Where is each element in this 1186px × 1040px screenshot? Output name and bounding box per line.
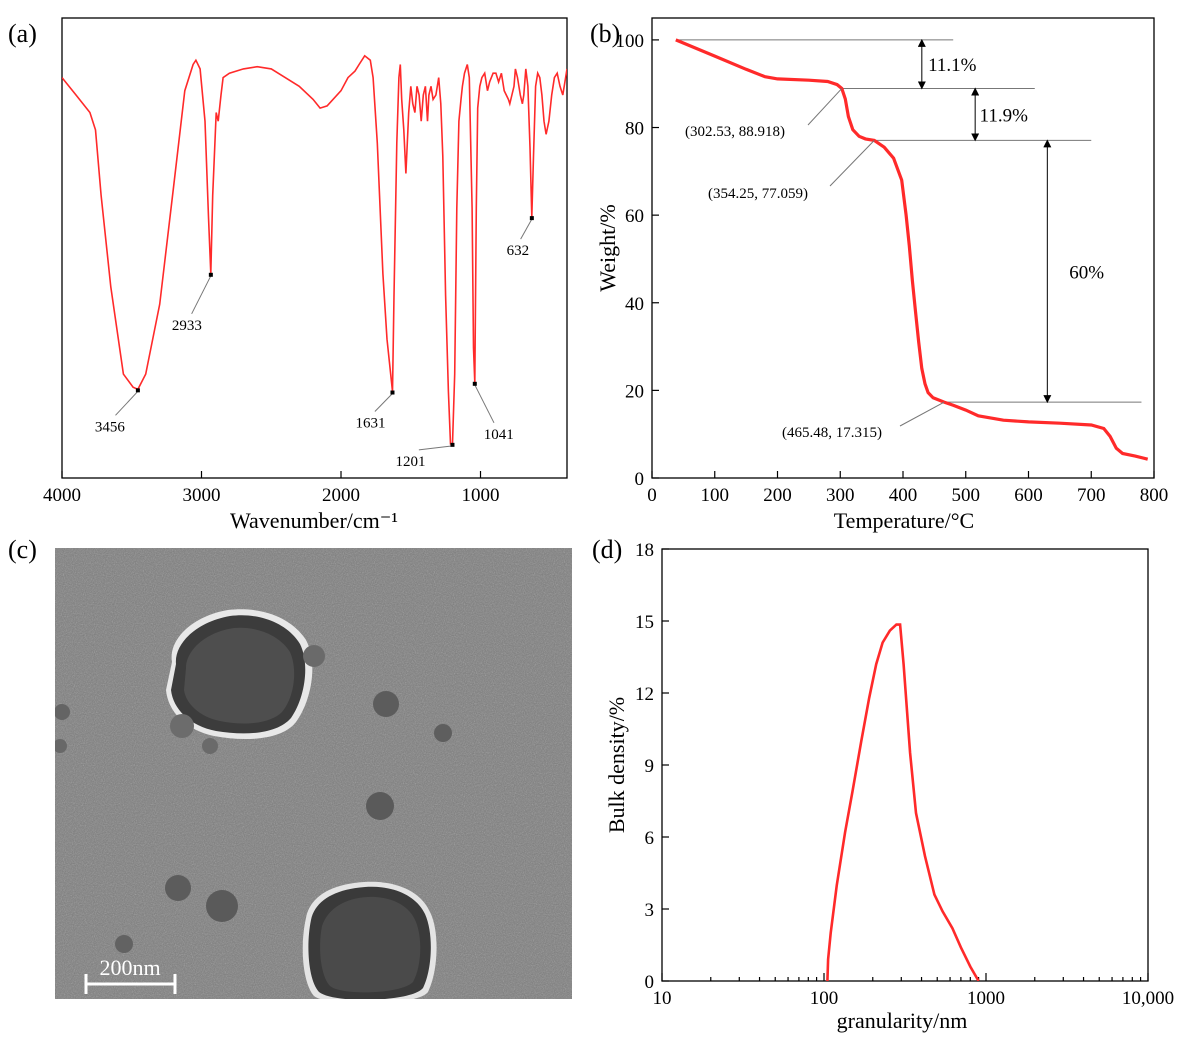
panel-d-y-tick-label: 6 bbox=[645, 828, 655, 849]
tem-small-particle bbox=[115, 935, 133, 953]
tga-weight-curve bbox=[675, 38, 1149, 461]
panel-d-y-axis-title: Bulk density/% bbox=[604, 697, 629, 833]
weight-loss-label: 60% bbox=[1069, 262, 1104, 283]
panel-d-y-tick-label: 12 bbox=[635, 684, 654, 705]
panel-a-x-axis-title: Wavenumber/cm⁻¹ bbox=[230, 508, 398, 533]
panel-d-x-tick-label: 100 bbox=[810, 988, 839, 1009]
point-coordinate-label: (465.48, 17.315) bbox=[782, 425, 882, 441]
panel-b-y-axis-title: Weight/% bbox=[595, 204, 620, 291]
point-leader-line bbox=[807, 88, 843, 126]
panel-a-x-axis: 4000 3000 2000 1000 bbox=[43, 471, 500, 506]
point-coordinate-label: (302.53, 88.918) bbox=[685, 124, 785, 140]
panel-d-y-tick-label: 18 bbox=[635, 540, 654, 561]
point-leader-line bbox=[829, 140, 875, 187]
peak-label: 632 bbox=[507, 243, 530, 259]
peak-label: 2933 bbox=[172, 318, 202, 334]
panel-d-axes: 10 100 1000 10,000 0 3 6 9 12 15 18 bbox=[635, 540, 1174, 1009]
panel-c: (c) bbox=[8, 535, 572, 999]
panel-d: (d) 10 100 1000 10,000 0 3 6 9 12 15 18 granularit… bbox=[592, 535, 1174, 1033]
panel-d-y-tick-label: 0 bbox=[645, 972, 655, 993]
weight-loss-label: 11.9% bbox=[980, 105, 1029, 126]
peak-leader-line bbox=[418, 445, 453, 451]
tem-small-particle bbox=[303, 645, 325, 667]
peak-marker bbox=[390, 390, 395, 395]
panel-b-y-tick-label: 20 bbox=[625, 381, 644, 402]
tem-small-particle bbox=[206, 890, 238, 922]
peak-marker bbox=[450, 442, 455, 447]
panel-b-y-tick-label: 100 bbox=[616, 31, 645, 52]
peak-marker bbox=[529, 216, 534, 221]
panel-b: (b) 0 100 200 300 400 500 600 700 800 0 20 40 60 80 10… bbox=[590, 17, 1169, 533]
tem-small-particle bbox=[366, 792, 394, 820]
panel-b-x-tick-label: 700 bbox=[1077, 485, 1106, 506]
peak-label: 1631 bbox=[355, 416, 385, 432]
panel-b-point-labels: (302.53, 88.918) (354.25, 77.059) (465.48,… bbox=[685, 88, 945, 441]
panel-b-y-tick-label: 0 bbox=[635, 469, 645, 490]
panel-b-label: (b) bbox=[590, 19, 620, 48]
tem-large-particle bbox=[166, 609, 313, 740]
panel-a: (a) 4000 3000 2000 1000 3456 2933 1631 1201 104… bbox=[8, 17, 568, 533]
panel-a-frame bbox=[61, 17, 568, 479]
panel-b-x-tick-label: 100 bbox=[701, 485, 730, 506]
peak-label: 1201 bbox=[395, 454, 425, 470]
panel-b-y-tick-label: 60 bbox=[625, 206, 644, 227]
panel-a-x-tick-label: 3000 bbox=[183, 485, 221, 506]
tem-large-particle bbox=[302, 881, 437, 999]
panel-b-y-tick-label: 40 bbox=[625, 294, 644, 315]
tem-small-particle bbox=[202, 738, 218, 754]
panel-b-x-tick-label: 800 bbox=[1140, 485, 1169, 506]
peak-label: 1041 bbox=[484, 427, 514, 443]
tem-small-particle bbox=[55, 704, 70, 720]
panel-b-x-axis-title: Temperature/°C bbox=[834, 508, 974, 533]
panel-b-axes: 0 100 200 300 400 500 600 700 800 0 20 40 60 80 100 bbox=[616, 31, 1169, 506]
panel-b-x-tick-label: 300 bbox=[826, 485, 855, 506]
ftir-spectrum-line bbox=[62, 54, 567, 445]
panel-b-x-tick-label: 0 bbox=[647, 485, 657, 506]
tem-micrograph bbox=[55, 548, 572, 999]
panel-d-y-tick-label: 9 bbox=[645, 756, 655, 777]
peak-leader-line bbox=[474, 384, 495, 424]
tem-small-particle bbox=[434, 724, 452, 742]
weight-loss-label: 11.1% bbox=[928, 55, 977, 76]
panel-b-weight-loss-guides: 11.1% 11.9% 60% bbox=[677, 38, 1142, 404]
tem-small-particle bbox=[373, 691, 399, 717]
panel-a-x-tick-label: 2000 bbox=[322, 485, 360, 506]
panel-c-label: (c) bbox=[8, 535, 37, 564]
peak-label: 3456 bbox=[95, 419, 126, 435]
panel-b-x-tick-label: 400 bbox=[889, 485, 918, 506]
peak-leader-line bbox=[191, 275, 212, 315]
panel-d-x-axis-title: granularity/nm bbox=[837, 1008, 968, 1033]
peak-marker bbox=[472, 381, 477, 386]
point-coordinate-label: (354.25, 77.059) bbox=[708, 186, 808, 202]
panel-d-y-tick-label: 3 bbox=[645, 900, 655, 921]
scale-bar-label: 200nm bbox=[99, 955, 160, 980]
panel-b-x-tick-label: 200 bbox=[763, 485, 792, 506]
panel-a-x-tick-label: 1000 bbox=[462, 485, 500, 506]
panel-a-label: (a) bbox=[8, 19, 37, 48]
tem-small-particle bbox=[170, 714, 194, 738]
scale-bar: 200nm bbox=[84, 955, 177, 994]
panel-d-label: (d) bbox=[592, 535, 622, 564]
panel-b-x-tick-label: 600 bbox=[1014, 485, 1043, 506]
peak-leader-line bbox=[115, 390, 139, 416]
panel-b-y-tick-label: 80 bbox=[625, 119, 644, 140]
panel-a-x-tick-label: 4000 bbox=[43, 485, 81, 506]
panel-d-x-tick-label: 10,000 bbox=[1122, 988, 1174, 1009]
point-leader-line bbox=[899, 401, 945, 427]
panel-b-frame bbox=[651, 17, 1155, 479]
peak-marker bbox=[208, 272, 213, 277]
tem-small-particle bbox=[165, 875, 191, 901]
size-distribution-curve bbox=[826, 623, 980, 981]
panel-d-frame bbox=[661, 548, 1149, 982]
panel-b-x-tick-label: 500 bbox=[952, 485, 981, 506]
panel-d-x-tick-label: 10 bbox=[653, 988, 672, 1009]
tem-small-particle bbox=[55, 739, 67, 753]
panel-d-x-tick-label: 1000 bbox=[967, 988, 1005, 1009]
panel-d-y-tick-label: 15 bbox=[635, 612, 654, 633]
panel-a-peak-labels: 3456 2933 1631 1201 1041 632 bbox=[95, 216, 534, 470]
peak-leader-line bbox=[374, 393, 393, 412]
peak-marker bbox=[135, 388, 140, 393]
peak-leader-line bbox=[520, 218, 533, 240]
